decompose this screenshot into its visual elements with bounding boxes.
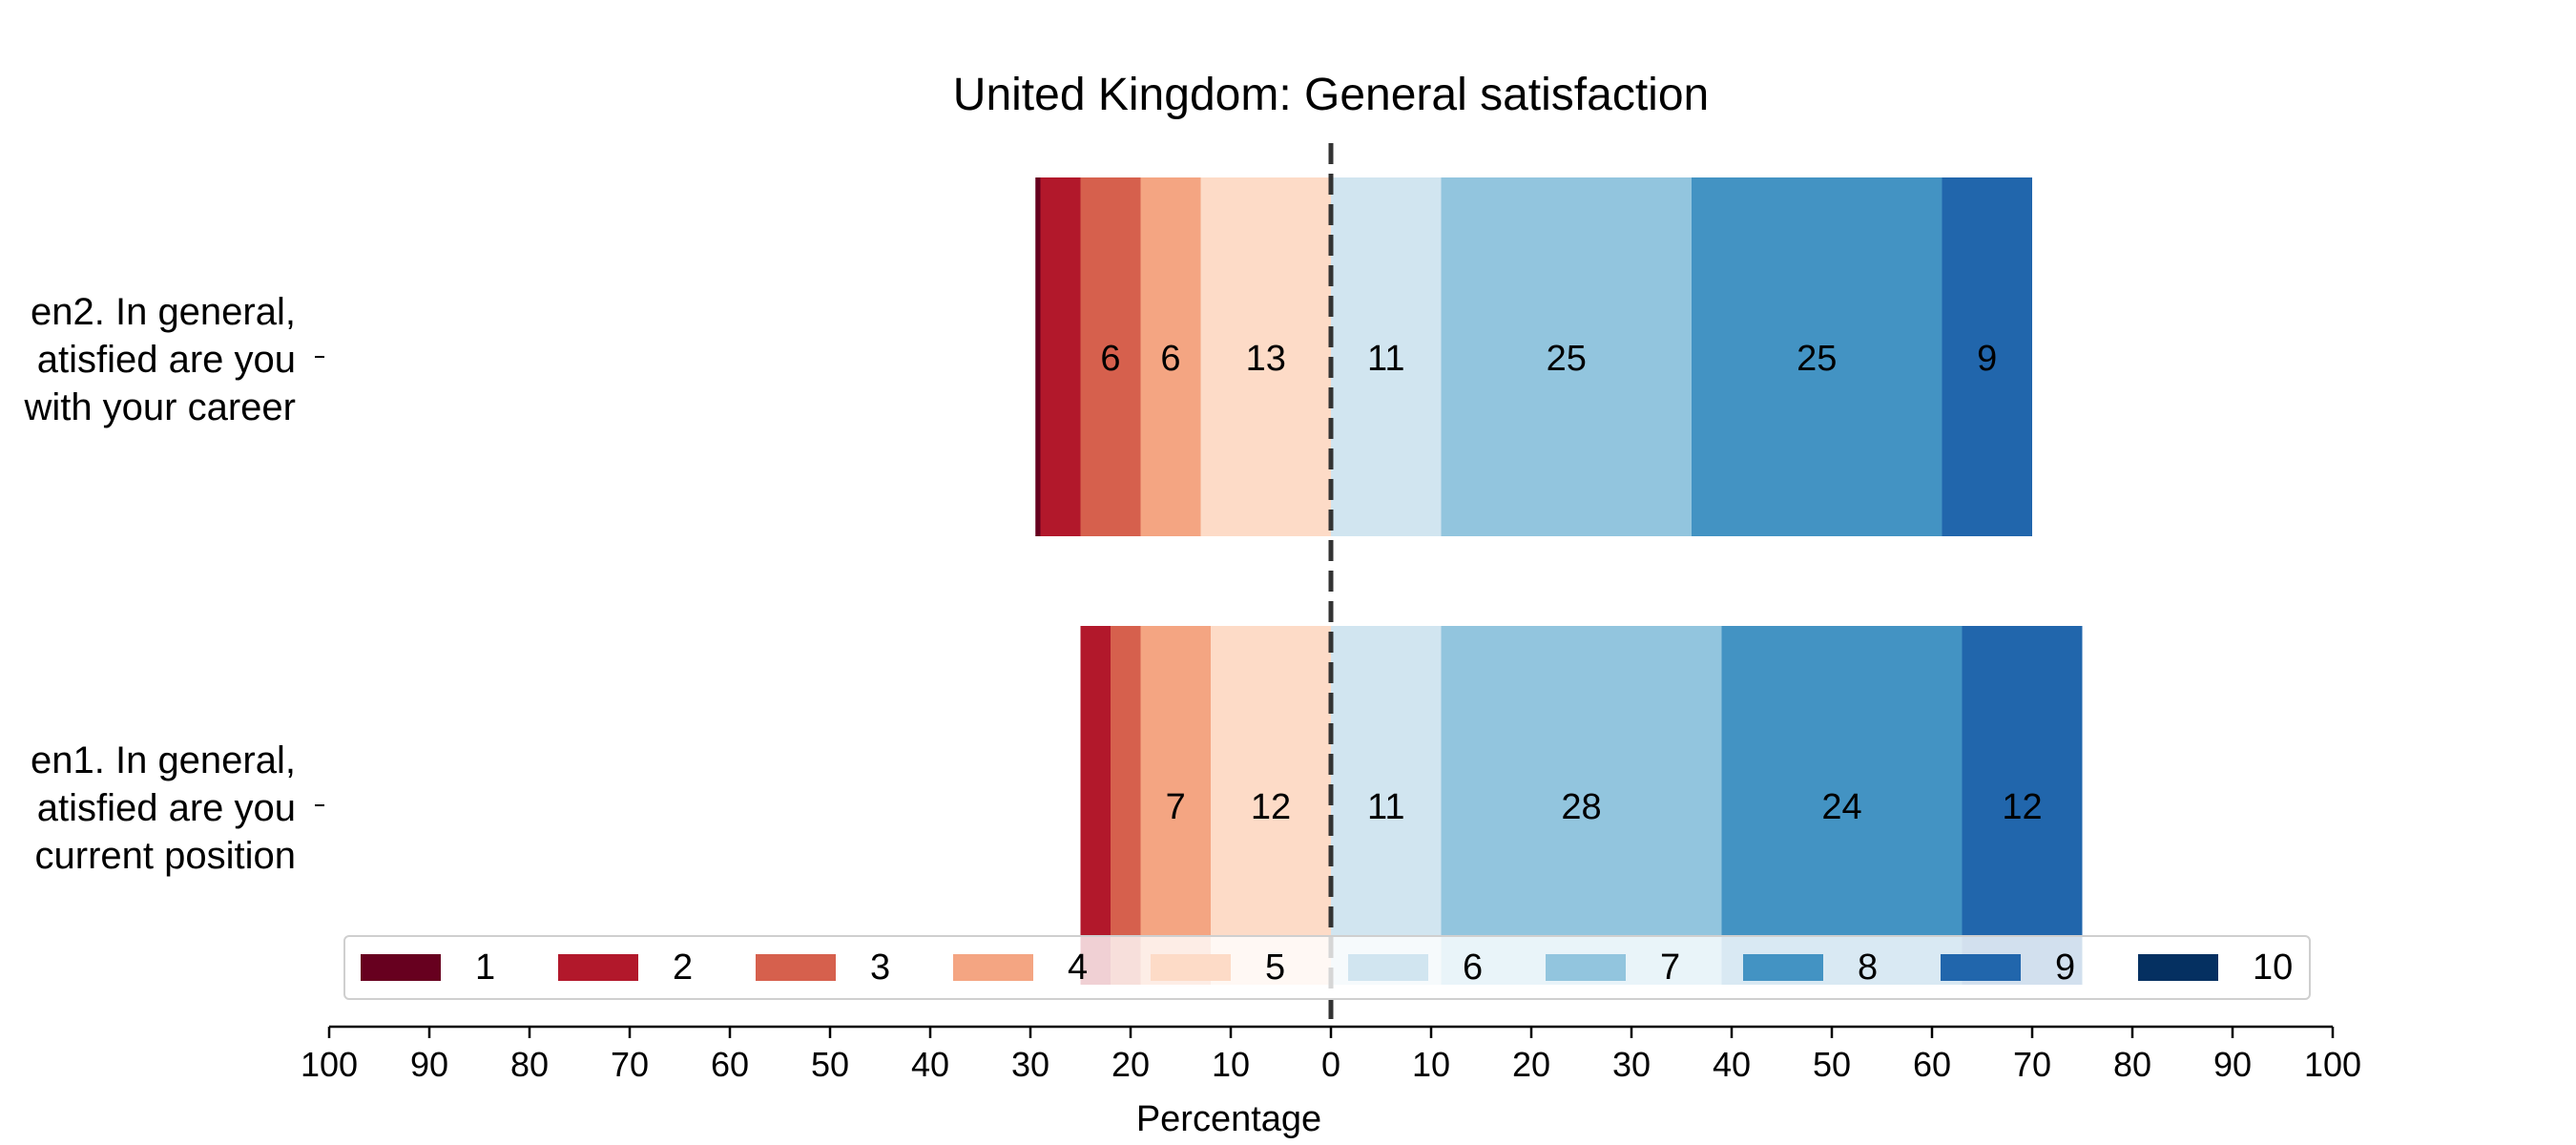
x-tick-label: 50 [1813, 1045, 1851, 1084]
x-tick-label: 60 [1913, 1045, 1951, 1084]
segment-value-label: 12 [1251, 787, 1291, 827]
x-axis-label: Percentage [1135, 1099, 1322, 1139]
segment-value-label: 11 [1367, 787, 1404, 827]
legend-swatch [756, 954, 836, 981]
legend-swatch [558, 954, 638, 981]
y-category-label-line: current position [34, 835, 296, 877]
legend-item-3: 3 [756, 937, 890, 998]
segment-value-label: 25 [1547, 339, 1587, 379]
legend-label: 4 [1068, 947, 1089, 988]
legend-swatch [953, 954, 1033, 981]
x-tick-label: 100 [301, 1045, 358, 1084]
x-tick-label: 30 [1612, 1045, 1651, 1084]
legend-swatch [1348, 954, 1428, 981]
x-tick-label: 20 [1512, 1045, 1550, 1084]
x-tick-label: 50 [811, 1045, 849, 1084]
legend-swatch [361, 954, 441, 981]
segment-value-label: 6 [1100, 339, 1120, 379]
chart-legend: 1 2 3 4 5 6 7 8 9 10 [343, 935, 2311, 1000]
x-tick-label: 90 [410, 1045, 448, 1084]
legend-label: 8 [1858, 947, 1879, 988]
x-tick-label: 40 [1713, 1045, 1751, 1084]
legend-swatch [1546, 954, 1626, 981]
x-tick-label: 70 [611, 1045, 649, 1084]
x-tick-label: 100 [2304, 1045, 2361, 1084]
x-tick-label: 70 [2013, 1045, 2051, 1084]
bar-segment-3 [1111, 626, 1141, 985]
y-tick-marks [315, 356, 324, 806]
segment-value-label: 6 [1160, 339, 1180, 379]
bar-segment-4 [1140, 177, 1201, 536]
bar-segment-3 [1080, 177, 1141, 536]
x-tick-label: 60 [711, 1045, 749, 1084]
legend-item-7: 7 [1546, 937, 1680, 998]
x-tick-label: 40 [911, 1045, 949, 1084]
bar-segments [1035, 177, 2083, 985]
segment-value-label: 7 [1166, 787, 1186, 827]
legend-label: 1 [475, 947, 496, 988]
segment-value-label: 25 [1797, 339, 1837, 379]
legend-label: 5 [1265, 947, 1286, 988]
y-category-label-line: atisfied are you [36, 339, 296, 381]
legend-item-10: 10 [2138, 937, 2293, 998]
x-tick-label: 0 [1321, 1045, 1340, 1084]
bar-segment-7 [1441, 177, 1692, 536]
legend-item-8: 8 [1743, 937, 1878, 998]
bar-segment-8 [1692, 177, 1942, 536]
legend-item-9: 9 [1941, 937, 2075, 998]
x-tick-label: 80 [510, 1045, 549, 1084]
y-category-label-en2: en2. In general, atisfied are you with y… [0, 288, 296, 431]
y-category-label-line: with your career [24, 386, 296, 428]
y-category-label-line: en2. In general, [31, 291, 296, 333]
bar-segment-5 [1211, 626, 1331, 985]
bar-segment-2 [1040, 177, 1081, 536]
legend-swatch [1941, 954, 2021, 981]
segment-labels: 6 6 13 11 25 25 9 7 12 11 28 24 12 [1100, 339, 2042, 827]
legend-item-5: 5 [1151, 937, 1285, 998]
x-axis: 100 90 80 70 60 50 40 30 20 10 0 10 20 30 40 50 60 70 80 90… [301, 1025, 2361, 1084]
segment-value-label: 28 [1561, 787, 1601, 827]
legend-swatch [1743, 954, 1823, 981]
bar-segment-5 [1200, 177, 1331, 536]
bar-segment-9 [1942, 177, 2032, 536]
legend-swatch [2138, 954, 2218, 981]
x-tick-label: 10 [1412, 1045, 1450, 1084]
legend-label: 7 [1660, 947, 1681, 988]
x-tick-label: 10 [1212, 1045, 1250, 1084]
legend-label: 2 [673, 947, 694, 988]
segment-value-label: 11 [1367, 339, 1404, 379]
y-category-label-line: atisfied are you [36, 787, 296, 829]
segment-value-label: 13 [1246, 339, 1286, 379]
legend-label: 10 [2253, 947, 2294, 988]
y-category-label-en1: en1. In general, atisfied are you curren… [0, 737, 296, 880]
bar-segment-4 [1140, 626, 1211, 985]
x-tick-label: 80 [2113, 1045, 2151, 1084]
legend-item-2: 2 [558, 937, 693, 998]
chart-title: United Kingdom: General satisfaction [952, 70, 1710, 120]
bar-segment-7 [1441, 626, 1722, 985]
segment-value-label: 12 [2002, 787, 2042, 827]
legend-item-6: 6 [1348, 937, 1483, 998]
legend-label: 9 [2055, 947, 2076, 988]
bar-segment-2 [1080, 626, 1111, 985]
legend-label: 6 [1463, 947, 1484, 988]
legend-label: 3 [870, 947, 891, 988]
x-tick-label: 20 [1111, 1045, 1150, 1084]
legend-swatch [1151, 954, 1231, 981]
bar-segment-1 [1035, 177, 1041, 536]
segment-value-label: 9 [1977, 339, 1997, 379]
bar-segment-6 [1331, 177, 1442, 536]
bar-segment-8 [1721, 626, 1963, 985]
x-tick-label: 30 [1011, 1045, 1049, 1084]
bar-segment-9 [1962, 626, 2083, 985]
legend-item-4: 4 [953, 937, 1088, 998]
legend-item-1: 1 [361, 937, 495, 998]
y-category-label-line: en1. In general, [31, 739, 296, 781]
x-tick-label: 90 [2213, 1045, 2252, 1084]
segment-value-label: 24 [1821, 787, 1861, 827]
bar-segment-6 [1331, 626, 1442, 985]
